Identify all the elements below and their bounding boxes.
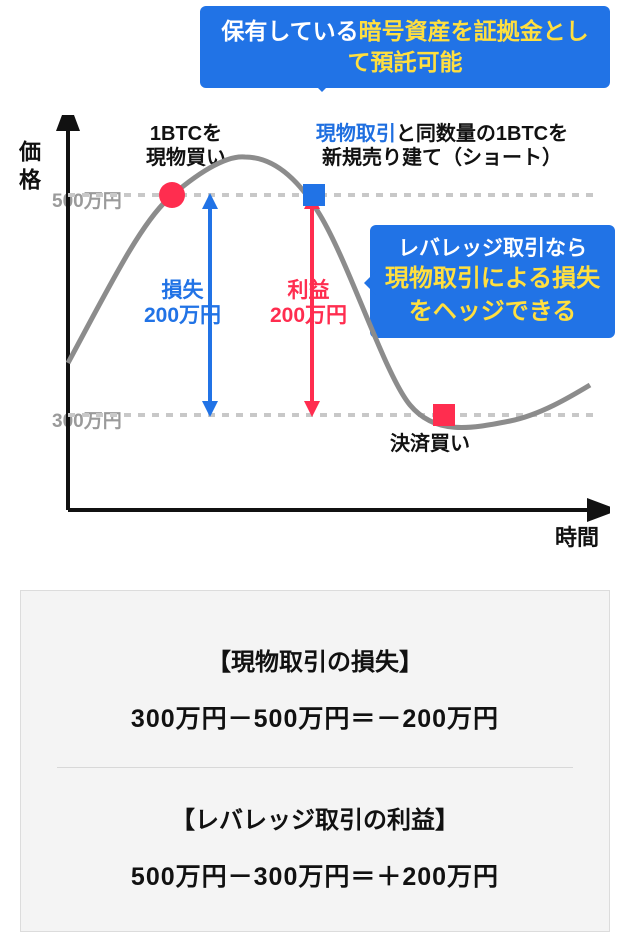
summary-spot-title: 【現物取引の損失】: [207, 642, 423, 677]
loss-arrow-head-down: [202, 401, 218, 417]
price-chart: [50, 115, 610, 545]
marker-spot-buy: [159, 182, 185, 208]
summary-lev-title: 【レバレッジ取引の利益】: [171, 800, 459, 835]
summary-spot-eq: 300万円－500万円＝－200万円: [131, 699, 499, 735]
marker-settlement: [433, 404, 455, 426]
price-curve: [68, 157, 590, 428]
marker-short-sell: [303, 184, 325, 206]
summary-lev-eq: 500万円－300万円＝＋200万円: [131, 857, 499, 893]
y-axis-label: 価格: [12, 140, 44, 196]
summary-separator: [57, 767, 572, 768]
summary-box: 【現物取引の損失】 300万円－500万円＝－200万円 【レバレッジ取引の利益…: [20, 590, 610, 932]
callout-deposit-highlight: 暗号資産を証拠金として預託可能: [348, 18, 589, 75]
callout-deposit-prefix: 保有している: [221, 18, 358, 44]
loss-arrow-head-up: [202, 193, 218, 209]
callout-deposit: 保有している暗号資産を証拠金として預託可能: [200, 6, 610, 88]
